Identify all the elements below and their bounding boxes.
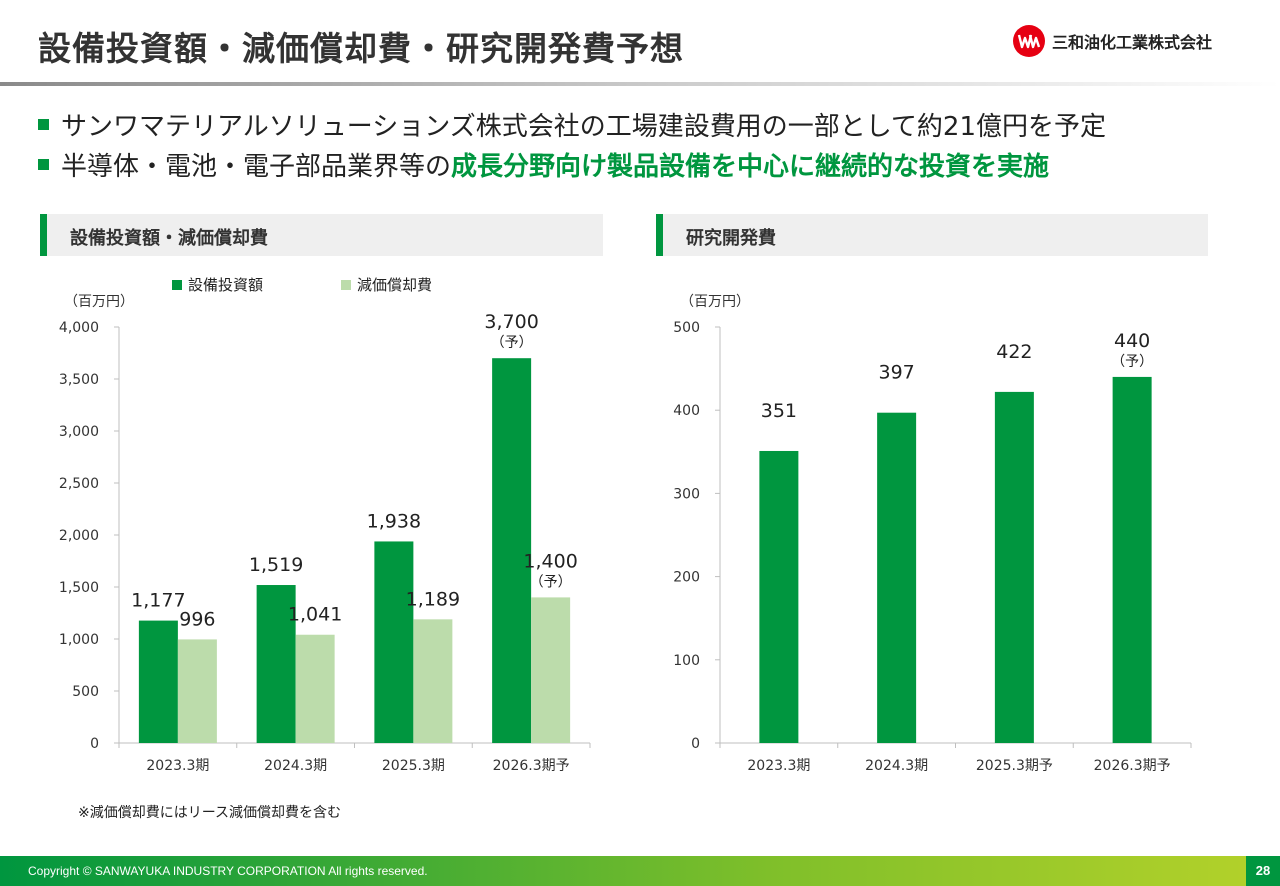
data-label: 1,519 (249, 554, 303, 576)
x-tick-label: 2023.3期 (747, 758, 810, 774)
bar (295, 634, 335, 743)
bar (138, 620, 178, 743)
section-header-capex: 設備投資額・減価償却費 (40, 214, 603, 256)
data-label: 440 (1114, 330, 1150, 352)
bar (877, 412, 917, 743)
data-label: 422 (996, 341, 1032, 363)
forecast-mark: （予） (530, 574, 572, 590)
y-tick-label: 3,000 (59, 424, 99, 440)
legend-label: 減価償却費 (357, 276, 432, 294)
x-tick-label: 2024.3期 (264, 758, 327, 774)
copyright: Copyright © SANWAYUKA INDUSTRY CORPORATI… (28, 864, 428, 878)
x-tick-label: 2026.3期予 (493, 758, 570, 774)
bar (256, 585, 296, 743)
data-label: 1,189 (406, 588, 460, 610)
section-title: 設備投資額・減価償却費 (70, 228, 268, 249)
bullet-item: 半導体・電池・電子部品業界等の 成長分野向け製品設備を中心に継続的な投資を実施 (38, 144, 1106, 184)
data-label: 397 (878, 362, 914, 384)
y-tick-label: 300 (673, 486, 700, 502)
bar (531, 597, 571, 743)
data-label: 996 (179, 608, 215, 630)
bar (492, 358, 532, 743)
forecast-mark: （予） (491, 335, 533, 351)
bar (177, 639, 217, 743)
data-label: 1,400 (523, 550, 577, 572)
y-tick-label: 500 (673, 320, 700, 336)
bullet-text: 半導体・電池・電子部品業界等の (61, 151, 452, 182)
section-header-rnd: 研究開発費 (656, 214, 1208, 256)
page-title: 設備投資額・減価償却費・研究開発費予想 (38, 29, 684, 68)
legend-swatch (341, 280, 351, 290)
bullet-text: サンワマテリアルソリューションズ株式会社の工場建設費用の一部として約21億円を予… (61, 111, 1107, 142)
legend-swatch (172, 280, 182, 290)
y-tick-label: 400 (673, 403, 700, 419)
y-tick-label: 0 (90, 736, 99, 752)
y-tick-label: 500 (72, 684, 99, 700)
section-accent-bar (40, 214, 47, 256)
forecast-mark: （予） (1111, 354, 1153, 370)
page-number: 28 (1246, 856, 1280, 886)
bar (374, 541, 414, 743)
legend-label: 設備投資額 (188, 276, 263, 294)
bar (1112, 376, 1152, 743)
data-label: 1,041 (288, 604, 342, 626)
y-tick-label: 4,000 (59, 320, 99, 336)
y-tick-label: 100 (673, 653, 700, 669)
data-label: 1,177 (131, 590, 185, 612)
y-tick-label: 1,500 (59, 580, 99, 596)
data-label: 1,938 (367, 510, 421, 532)
company-logo-icon (1013, 25, 1045, 57)
x-tick-label: 2026.3期予 (1094, 758, 1171, 774)
section-title: 研究開発費 (686, 228, 776, 249)
bar (413, 619, 453, 743)
capex-depreciation-chart: 0 500 1,000 1,500 2,000 2,500 3,000 3,500 4,000 （… (59, 276, 591, 774)
section-accent-bar (656, 214, 663, 256)
x-tick-label: 2025.3期 (382, 758, 445, 774)
y-tick-label: 3,500 (59, 372, 99, 388)
bullet-list: サンワマテリアルソリューションズ株式会社の工場建設費用の一部として約21億円を予… (38, 104, 1106, 184)
bar (994, 391, 1034, 743)
unit-label: （百万円） (680, 294, 750, 310)
x-tick-label: 2025.3期予 (976, 758, 1053, 774)
company-logo: 三和油化工業株式会社 (1012, 24, 1212, 58)
unit-label: （百万円） (64, 294, 134, 310)
data-label: 3,700 (484, 311, 538, 333)
bullet-square-icon (38, 118, 49, 130)
y-tick-label: 2,000 (59, 528, 99, 544)
data-label: 351 (761, 400, 797, 422)
y-tick-label: 200 (673, 570, 700, 586)
title-divider (0, 82, 1280, 86)
y-tick-label: 0 (691, 736, 700, 752)
bullet-item: サンワマテリアルソリューションズ株式会社の工場建設費用の一部として約21億円を予… (38, 104, 1106, 144)
bar (759, 450, 799, 743)
footer: Copyright © SANWAYUKA INDUSTRY CORPORATI… (0, 856, 1280, 886)
rnd-chart: 0 100 200 300 400 500 （百万円） 2023.3期 351 2024.3期 39… (673, 294, 1192, 774)
bullet-highlight: 成長分野向け製品設備を中心に継続的な投資を実施 (451, 151, 1050, 182)
x-tick-label: 2023.3期 (146, 758, 209, 774)
x-tick-label: 2024.3期 (865, 758, 928, 774)
y-tick-label: 1,000 (59, 632, 99, 648)
y-tick-label: 2,500 (59, 476, 99, 492)
company-name: 三和油化工業株式会社 (1052, 33, 1213, 52)
bullet-square-icon (38, 158, 49, 170)
footnote: ※減価償却費にはリース減価償却費を含む (78, 805, 342, 821)
